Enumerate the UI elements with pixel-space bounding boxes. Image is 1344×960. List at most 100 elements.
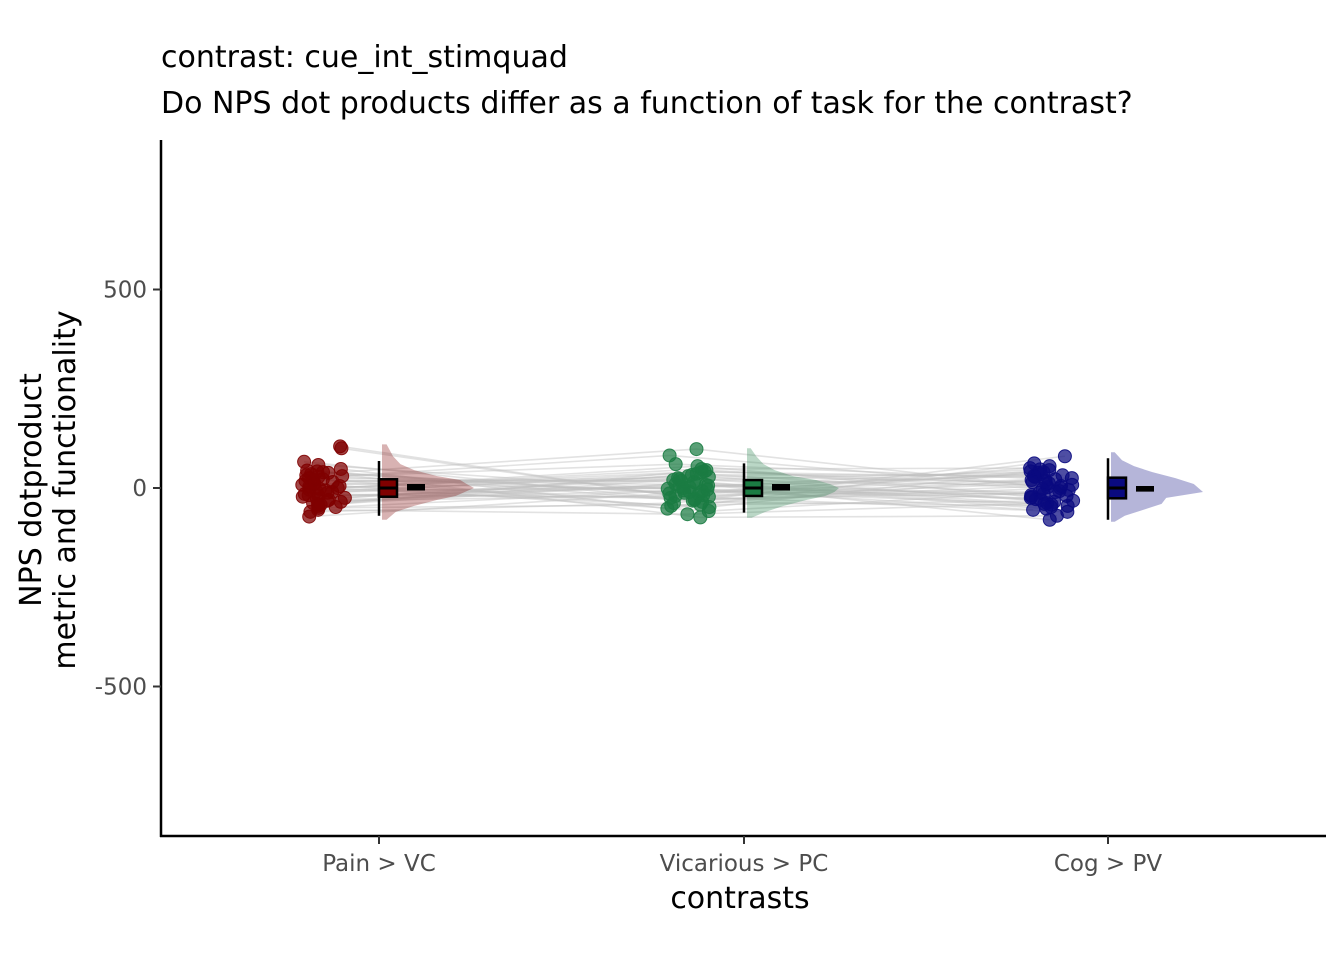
- paired-line: [342, 454, 670, 477]
- paired-line: [318, 503, 701, 509]
- paired-line: [687, 502, 1048, 516]
- chart-title: contrast: cue_int_stimquad: [161, 40, 568, 75]
- y-axis-title-line-1: NPS dotproduct: [14, 373, 49, 607]
- paired-line: [673, 455, 1065, 504]
- paired-line: [313, 483, 676, 504]
- paired-line: [700, 514, 1057, 519]
- paired-line: [667, 462, 1035, 510]
- paired-line: [306, 474, 685, 494]
- paired-line: [309, 477, 694, 483]
- paired-line: [308, 494, 709, 498]
- paired-line: [337, 470, 705, 489]
- paired-line: [317, 470, 670, 495]
- paired-line: [707, 488, 1056, 493]
- chart-subtitle: Do NPS dot products differ as a function…: [161, 86, 1133, 121]
- tick-labels-layer: 500 0 -500 Pain > VC Vicarious > PC Cog > PV: [95, 278, 1163, 878]
- paired-line: [692, 487, 1043, 502]
- paired-line: [675, 483, 1032, 496]
- data-point: [334, 441, 349, 456]
- paired-line: [701, 467, 1031, 470]
- data-point: [660, 501, 675, 516]
- data-point: [668, 457, 683, 472]
- paired-line: [320, 482, 697, 506]
- axes-layer: [153, 140, 1326, 844]
- paired-line: [309, 465, 698, 491]
- density-clouds-layer: [382, 444, 1203, 522]
- paired-line: [328, 488, 708, 501]
- paired-line: [314, 482, 668, 490]
- paired-line: [669, 454, 1061, 489]
- paired-line: [675, 495, 1068, 513]
- paired-line: [669, 472, 1038, 495]
- paired-line: [304, 493, 671, 499]
- paired-line: [708, 490, 1060, 512]
- paired-line: [339, 485, 695, 501]
- paired-line: [335, 489, 684, 508]
- paired-line: [675, 463, 1056, 481]
- y-axis-title-line-2: metric and functionality: [48, 310, 83, 669]
- paired-line: [304, 461, 693, 502]
- y-tick-label: -500: [95, 675, 147, 701]
- paired-line: [708, 476, 1055, 503]
- data-point: [1042, 512, 1057, 527]
- paired-line: [706, 469, 1069, 491]
- data-point: [302, 509, 317, 524]
- paired-line: [704, 470, 1047, 485]
- paired-line: [309, 486, 710, 508]
- paired-line: [340, 468, 668, 510]
- paired-line: [709, 469, 1050, 508]
- density-cloud: [747, 448, 839, 518]
- data-point: [693, 510, 708, 525]
- paired-line: [340, 445, 676, 497]
- paired-line: [701, 471, 1036, 478]
- paired-line: [318, 479, 674, 505]
- paired-line: [309, 491, 690, 518]
- paired-line: [700, 499, 1074, 506]
- paired-line: [670, 482, 1049, 499]
- paired-line: [340, 472, 697, 503]
- data-point: [680, 507, 695, 522]
- paired-line: [318, 469, 707, 507]
- paired-line: [344, 474, 693, 499]
- data-point: [295, 489, 310, 504]
- density-cloud: [382, 444, 474, 520]
- paired-line: [307, 469, 703, 503]
- data-points-layer: [295, 439, 1081, 527]
- paired-line: [702, 501, 1068, 507]
- paired-line: [696, 448, 1048, 489]
- paired-line: [677, 477, 1037, 500]
- data-point: [1026, 502, 1041, 517]
- density-cloud: [1111, 452, 1203, 522]
- x-tick-label: Pain > VC: [322, 851, 436, 877]
- boxplots-layer: [377, 458, 1154, 520]
- paired-line: [310, 502, 674, 513]
- data-point: [328, 500, 343, 515]
- x-tick-label: Vicarious > PC: [660, 851, 829, 877]
- paired-line: [688, 475, 1033, 483]
- paired-line: [683, 489, 1031, 499]
- paired-line: [694, 491, 1040, 500]
- paired-line: [708, 484, 1042, 501]
- x-tick-label: Cog > PV: [1054, 851, 1162, 877]
- paired-line: [673, 471, 1044, 481]
- y-tick-label: 0: [132, 476, 147, 502]
- paired-line: [694, 484, 1073, 501]
- paired-line: [679, 475, 1034, 488]
- paired-line: [311, 448, 697, 475]
- paired-line: [341, 447, 696, 500]
- paired-line: [328, 472, 699, 496]
- paired-line: [671, 479, 1032, 507]
- x-axis-title: contrasts: [670, 881, 809, 916]
- data-point: [689, 442, 704, 457]
- paired-line: [696, 472, 1067, 497]
- paired-line: [683, 487, 1034, 511]
- data-point: [1057, 449, 1072, 464]
- paired-line: [302, 478, 680, 486]
- paired-line: [302, 486, 690, 498]
- y-tick-label: 500: [103, 278, 147, 304]
- paired-line: [327, 494, 704, 502]
- paired-line: [318, 464, 703, 492]
- paired-line: [667, 473, 1041, 490]
